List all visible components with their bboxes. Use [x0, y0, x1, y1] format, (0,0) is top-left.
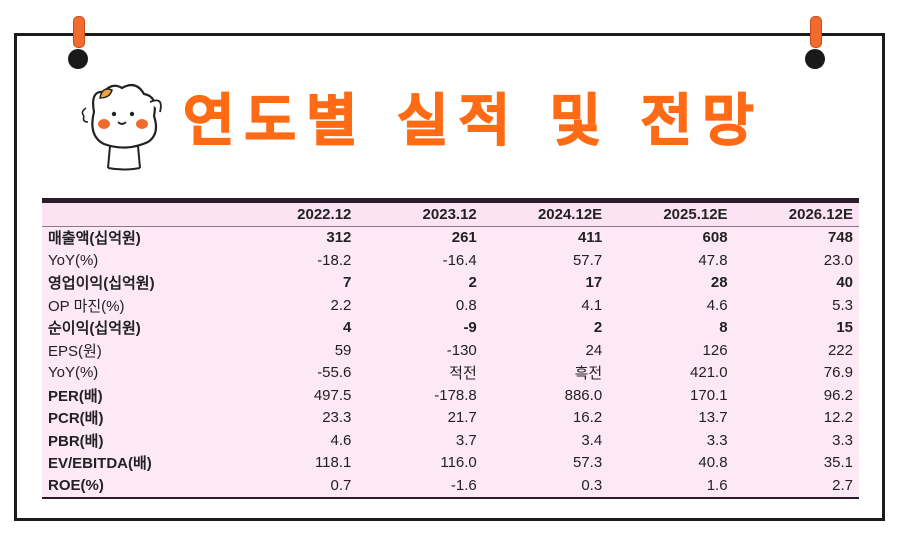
- table-cell: 2.7: [734, 474, 859, 497]
- table-cell: 3.7: [357, 429, 482, 452]
- column-header: 2023.12: [357, 203, 482, 226]
- column-header: 2024.12E: [483, 203, 608, 226]
- table-cell: 886.0: [483, 384, 608, 407]
- table-cell: 126: [608, 339, 733, 362]
- row-label: 순이익(십억원): [42, 317, 232, 340]
- table-cell: 35.1: [734, 452, 859, 475]
- table-cell: 적전: [357, 362, 482, 385]
- table-row: ROE(%)0.7-1.60.31.62.7: [42, 474, 859, 497]
- table-cell: 2: [357, 272, 482, 295]
- table-cell: 59: [232, 339, 357, 362]
- table-cell: 17: [483, 272, 608, 295]
- pin-hole-left: [68, 49, 88, 69]
- table-cell: -18.2: [232, 249, 357, 272]
- table-cell: 57.3: [483, 452, 608, 475]
- table-cell: 24: [483, 339, 608, 362]
- pin-right: [810, 16, 822, 48]
- table-cell: 1.6: [608, 474, 733, 497]
- table-cell: 76.9: [734, 362, 859, 385]
- table-row: YoY(%)-55.6적전흑전421.076.9: [42, 362, 859, 385]
- table-cell: 4.6: [232, 429, 357, 452]
- table-row: EV/EBITDA(배)118.1116.057.340.835.1: [42, 452, 859, 475]
- row-label: PCR(배): [42, 407, 232, 430]
- table-row: PCR(배)23.321.716.213.712.2: [42, 407, 859, 430]
- column-header: 2025.12E: [608, 203, 733, 226]
- table-cell: 497.5: [232, 384, 357, 407]
- column-header: 2022.12: [232, 203, 357, 226]
- table-cell: 170.1: [608, 384, 733, 407]
- table-cell: 2: [483, 317, 608, 340]
- table-cell: 0.8: [357, 294, 482, 317]
- table-cell: 3.3: [734, 429, 859, 452]
- table-cell: 96.2: [734, 384, 859, 407]
- row-label: ROE(%): [42, 474, 232, 497]
- row-label: 매출액(십억원): [42, 226, 232, 249]
- table-cell: 40: [734, 272, 859, 295]
- table-cell: 608: [608, 226, 733, 249]
- table-cell: 21.7: [357, 407, 482, 430]
- table-cell: 8: [608, 317, 733, 340]
- table-cell: 5.3: [734, 294, 859, 317]
- table-cell: 15: [734, 317, 859, 340]
- table-cell: 4.6: [608, 294, 733, 317]
- row-label: PER(배): [42, 384, 232, 407]
- table-cell: 23.3: [232, 407, 357, 430]
- pin-hole-right: [805, 49, 825, 69]
- table-cell: 13.7: [608, 407, 733, 430]
- table-cell: 411: [483, 226, 608, 249]
- table-bottom-rule: [42, 497, 859, 499]
- table-row: 매출액(십억원)312261411608748: [42, 226, 859, 249]
- table-cell: 3.4: [483, 429, 608, 452]
- table-cell: 28: [608, 272, 733, 295]
- table-cell: 0.7: [232, 474, 357, 497]
- table-cell: 흑전: [483, 362, 608, 385]
- table-cell: 2.2: [232, 294, 357, 317]
- row-label: EPS(원): [42, 339, 232, 362]
- table-cell: 116.0: [357, 452, 482, 475]
- table-cell: -55.6: [232, 362, 357, 385]
- row-label: OP 마진(%): [42, 294, 232, 317]
- table-cell: 261: [357, 226, 482, 249]
- row-label: 영업이익(십억원): [42, 272, 232, 295]
- row-label: YoY(%): [42, 362, 232, 385]
- table-cell: -16.4: [357, 249, 482, 272]
- table-cell: 23.0: [734, 249, 859, 272]
- table-cell: -9: [357, 317, 482, 340]
- table-cell: -178.8: [357, 384, 482, 407]
- header-corner: [42, 203, 232, 226]
- table-header-row: 2022.122023.122024.12E2025.12E2026.12E: [42, 203, 859, 226]
- financial-table: 2022.122023.122024.12E2025.12E2026.12E 매…: [42, 198, 859, 499]
- table-row: 영업이익(십억원)72172840: [42, 272, 859, 295]
- row-label: PBR(배): [42, 429, 232, 452]
- table-cell: 16.2: [483, 407, 608, 430]
- table-cell: -1.6: [357, 474, 482, 497]
- table-cell: 40.8: [608, 452, 733, 475]
- table-cell: 421.0: [608, 362, 733, 385]
- cat-mascot-icon: [80, 72, 170, 172]
- table-cell: 748: [734, 226, 859, 249]
- table-cell: 4: [232, 317, 357, 340]
- table-row: PBR(배)4.63.73.43.33.3: [42, 429, 859, 452]
- table-cell: 4.1: [483, 294, 608, 317]
- table-cell: 47.8: [608, 249, 733, 272]
- table-cell: 0.3: [483, 474, 608, 497]
- table-cell: 57.7: [483, 249, 608, 272]
- table-row: 순이익(십억원)4-92815: [42, 317, 859, 340]
- table-cell: 12.2: [734, 407, 859, 430]
- row-label: EV/EBITDA(배): [42, 452, 232, 475]
- table-cell: 312: [232, 226, 357, 249]
- table-cell: 118.1: [232, 452, 357, 475]
- row-label: YoY(%): [42, 249, 232, 272]
- table-row: EPS(원)59-13024126222: [42, 339, 859, 362]
- table-cell: -130: [357, 339, 482, 362]
- table-row: YoY(%)-18.2-16.457.747.823.0: [42, 249, 859, 272]
- column-header: 2026.12E: [734, 203, 859, 226]
- page-title: 연도별 실적 및 전망: [183, 86, 764, 158]
- table-row: OP 마진(%)2.20.84.14.65.3: [42, 294, 859, 317]
- table-cell: 7: [232, 272, 357, 295]
- table-row: PER(배)497.5-178.8886.0170.196.2: [42, 384, 859, 407]
- table-cell: 222: [734, 339, 859, 362]
- table-cell: 3.3: [608, 429, 733, 452]
- pin-left: [73, 16, 85, 48]
